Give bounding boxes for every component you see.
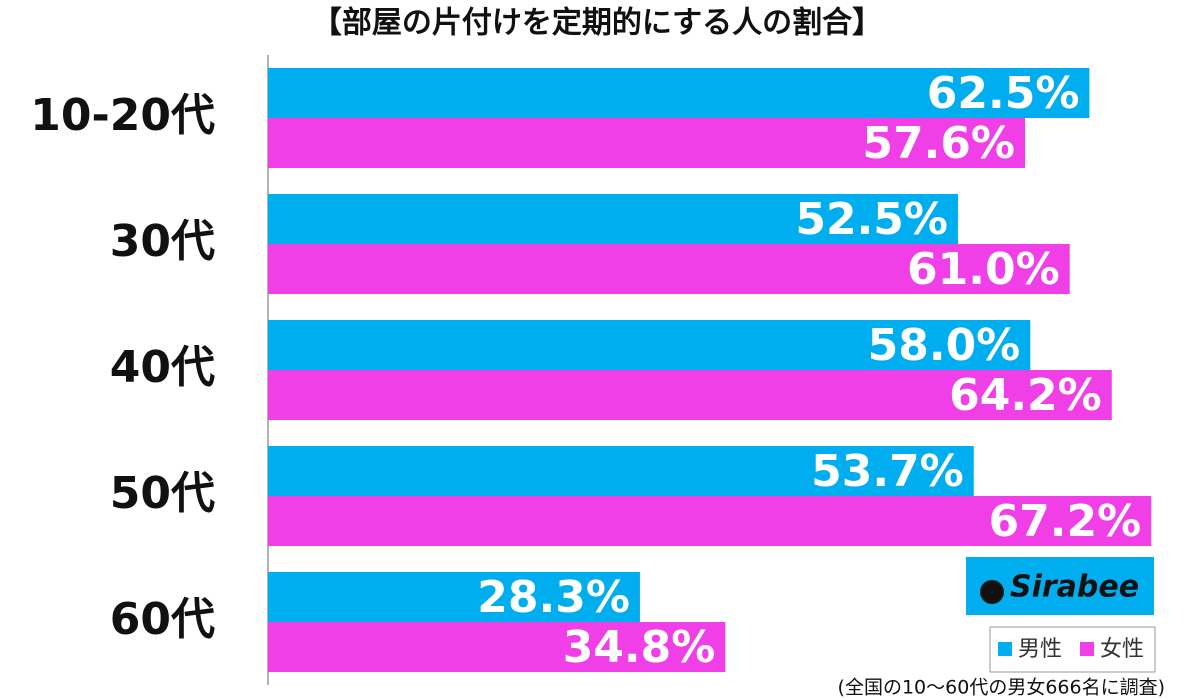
category-label: 40代 [110, 342, 215, 393]
legend-label: 男性 [1018, 637, 1062, 662]
value-label: 62.5% [927, 68, 1080, 119]
logo-text: Sirabee [1010, 570, 1139, 605]
bar [268, 622, 726, 672]
value-label: 28.3% [477, 572, 630, 623]
bar [268, 320, 1031, 370]
note: (全国の10〜60代の男女666名に調査) [838, 677, 1165, 699]
legend-swatch [998, 642, 1012, 656]
bar [268, 446, 974, 496]
value-label: 57.6% [862, 118, 1015, 169]
legend-label: 女性 [1100, 637, 1144, 662]
category-label: 50代 [110, 468, 215, 519]
category-label: 30代 [110, 216, 215, 267]
value-label: 64.2% [949, 370, 1102, 421]
value-label: 34.8% [563, 622, 716, 673]
bar [268, 496, 1152, 546]
value-label: 53.7% [811, 446, 964, 497]
bar [268, 370, 1112, 420]
value-label: 52.5% [795, 194, 948, 245]
value-label: 61.0% [907, 244, 1060, 295]
chart-title: 【部屋の片付けを定期的にする人の割合】 [312, 6, 882, 41]
value-label: 67.2% [989, 496, 1142, 547]
legend-swatch [1080, 642, 1094, 656]
logo-icon [980, 580, 1004, 604]
bar [268, 118, 1026, 168]
bar [268, 572, 640, 622]
legend-box [989, 626, 1156, 673]
category-label: 60代 [110, 594, 215, 645]
bar [268, 68, 1090, 118]
bar [268, 244, 1070, 294]
bar [268, 194, 958, 244]
category-label: 10-20代 [30, 90, 215, 141]
value-label: 58.0% [868, 320, 1021, 371]
